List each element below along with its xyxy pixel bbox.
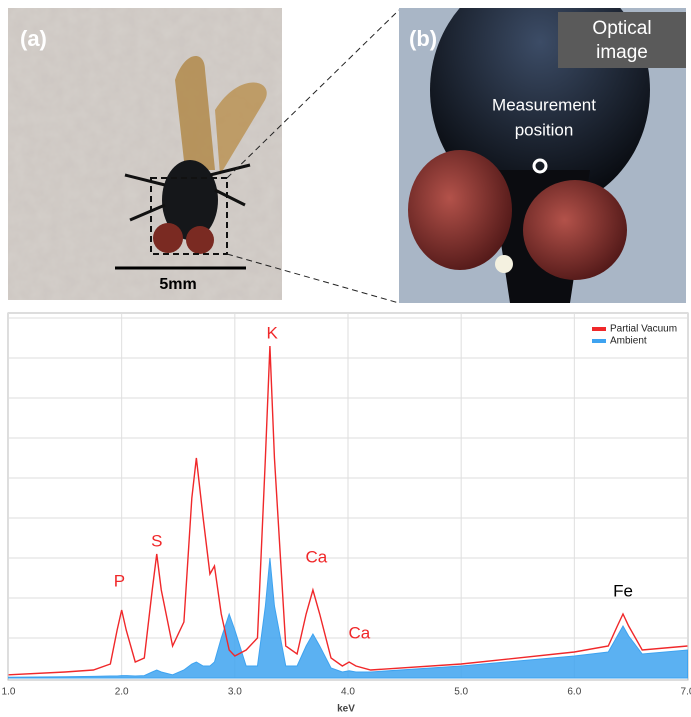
note-text: Measurement — [492, 95, 596, 114]
photo-a: (a) 5mm — [8, 8, 282, 300]
x-tick-label: 7.0 — [681, 687, 691, 698]
x-tick-label: 1.0 — [2, 687, 16, 698]
peak-label: Fe — [613, 581, 633, 600]
legend-swatch — [592, 339, 606, 343]
badge-text: image — [596, 42, 648, 63]
x-axis-label: keV — [337, 704, 355, 715]
x-tick-label: 6.0 — [567, 687, 581, 698]
note-text: position — [515, 120, 574, 139]
x-tick-label: 4.0 — [341, 687, 355, 698]
legend-swatch — [592, 327, 606, 331]
scale-label: 5mm — [159, 276, 196, 293]
x-tick-label: 3.0 — [228, 687, 242, 698]
legend-label: Partial Vacuum — [610, 324, 677, 335]
peak-label: S — [151, 531, 162, 550]
panel-label: (b) — [409, 26, 437, 51]
panel-label: (a) — [20, 26, 47, 51]
badge-text: Optical — [592, 18, 651, 39]
peak-label: K — [267, 323, 279, 342]
peak-label: Ca — [305, 547, 327, 566]
peak-label: Ca — [348, 623, 370, 642]
peak-label: P — [114, 571, 125, 590]
figure: (a) 5mm Optical image Measurement positi… — [0, 0, 691, 717]
x-tick-label: 2.0 — [115, 687, 129, 698]
photo-b: Optical image Measurement position (b) — [399, 0, 686, 303]
x-tick-label: 5.0 — [454, 687, 468, 698]
legend-label: Ambient — [610, 336, 647, 347]
